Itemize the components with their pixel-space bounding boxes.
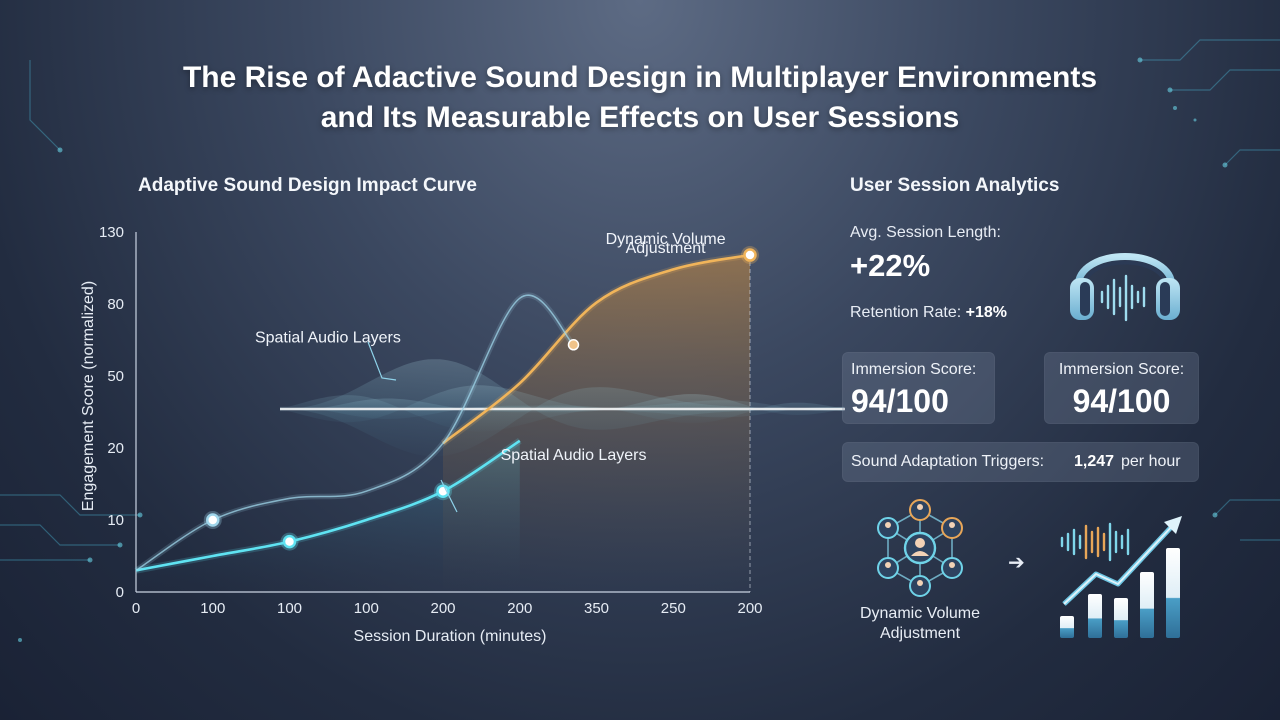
network-icon	[868, 496, 972, 600]
data-point	[282, 534, 297, 549]
x-tick-label: 100	[354, 600, 379, 617]
y-tick-label: 0	[116, 584, 124, 601]
annotation-label: Adjustment	[626, 240, 707, 257]
y-axis-label: Engagement Score (normalized)	[80, 281, 97, 511]
triggers-label: Sound Adaptation Triggers:	[851, 453, 1045, 470]
analytics-panel-title: User Session Analytics	[850, 175, 1060, 196]
series-layer	[134, 246, 759, 574]
triggers-unit: per hour	[1121, 453, 1181, 470]
immersion-card-1: Immersion Score: 94/100	[842, 352, 995, 424]
tick-labels: 0 10 20 50 80 130 0 100 100 100 200 200 350 250 200 Ses…	[80, 224, 763, 645]
x-tick-label: 200	[507, 600, 532, 617]
growth-chart-icon	[1056, 512, 1190, 642]
avg-session-label: Avg. Session Length:	[850, 224, 1001, 241]
x-tick-label: 100	[277, 600, 302, 617]
adaptation-triggers-card: Sound Adaptation Triggers: 1,247 per hou…	[842, 442, 1199, 482]
y-tick-label: 80	[107, 296, 124, 313]
headphones-icon	[1066, 226, 1184, 324]
y-tick-label: 20	[107, 440, 124, 457]
x-tick-label: 200	[737, 600, 762, 617]
annotation-label: Spatial Audio Layers	[501, 447, 647, 464]
arrow-icon: ➔	[1008, 550, 1032, 574]
x-tick-label: 350	[584, 600, 609, 617]
chart-title: Adaptive Sound Design Impact Curve	[138, 175, 477, 196]
y-tick-label: 130	[99, 224, 124, 241]
dynamic-volume-caption: Dynamic Volume Adjustment	[840, 604, 1000, 644]
avg-session-value: +22%	[850, 248, 931, 283]
page-title: The Rise of Adactive Sound Design in Mul…	[0, 58, 1280, 138]
immersion-label-2: Immersion Score:	[1058, 361, 1185, 378]
annotation-label: Dynamic Volume	[606, 231, 726, 248]
dynamic-volume-caption-line-2: Adjustment	[879, 625, 961, 642]
immersion-value-1: 94/100	[851, 383, 949, 419]
x-axis-label: Session Duration (minutes)	[354, 628, 547, 645]
x-tick-label: 250	[661, 600, 686, 617]
series-line	[135, 439, 521, 572]
annotation-leader	[367, 341, 397, 381]
retention-label: Retention Rate:	[850, 304, 962, 321]
x-tick-label: 0	[132, 600, 140, 617]
curve-end-point	[567, 339, 580, 351]
page-title-line-1: The Rise of Adactive Sound Design in Mul…	[182, 61, 1098, 94]
immersion-value-2: 94/100	[1072, 383, 1171, 419]
dynamic-volume-caption-line-1: Dynamic Volume	[859, 605, 981, 622]
x-tick-label: 100	[200, 600, 225, 617]
series-line	[442, 253, 751, 445]
cyan-series-area	[136, 440, 520, 592]
annotation-label: Spatial Audio Layers	[255, 330, 401, 347]
immersion-label-1: Immersion Score:	[851, 361, 977, 378]
annotation-leader	[440, 479, 458, 513]
immersion-card-2: Immersion Score: 94/100	[1044, 352, 1199, 424]
x-tick-label: 200	[430, 600, 455, 617]
arrow-glyph: ➔	[1008, 550, 1025, 574]
page-title-line-2: and Its Measurable Effects on User Sessi…	[320, 101, 960, 134]
y-tick-label: 50	[107, 368, 124, 385]
triggers-value: 1,247	[1074, 453, 1115, 470]
retention-value: +18%	[965, 304, 1008, 321]
data-point	[743, 248, 757, 262]
data-point	[206, 513, 220, 527]
retention-rate: Retention Rate: +18%	[850, 304, 1007, 322]
y-tick-label: 10	[107, 512, 124, 529]
soundwave-decoration	[280, 359, 845, 457]
axes	[135, 232, 751, 593]
annotations: Spatial Audio Layers Dynamic VolumeAdjust…	[255, 231, 726, 513]
